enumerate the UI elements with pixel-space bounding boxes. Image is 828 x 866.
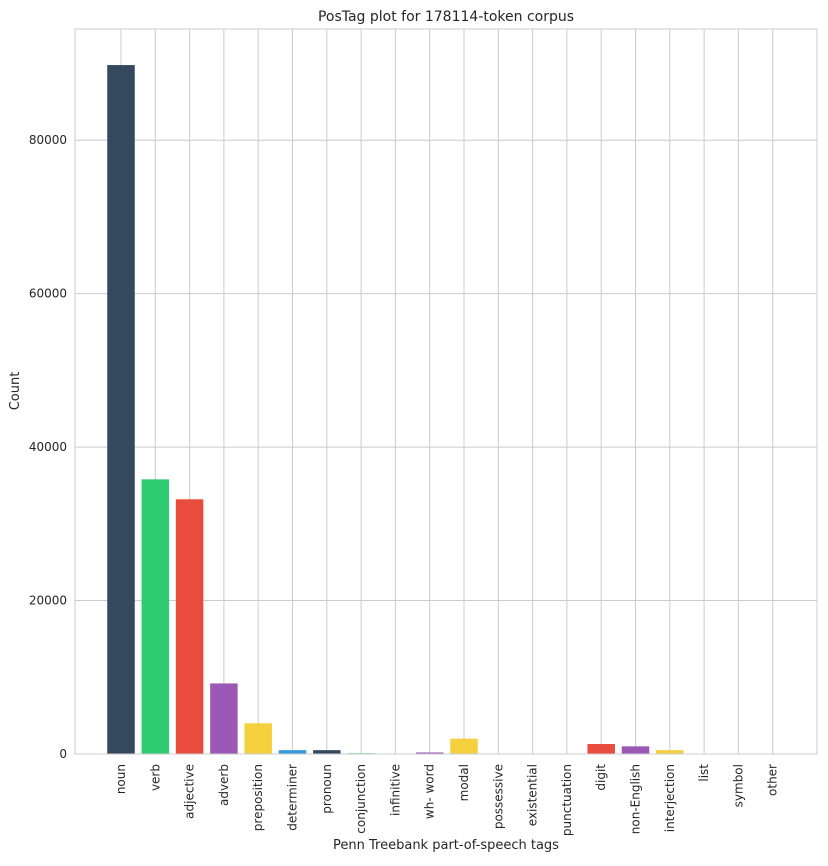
bar-non-english: [622, 746, 650, 754]
bar-pronoun: [313, 750, 341, 754]
y-tick-label: 80000: [29, 133, 67, 147]
bar-modal: [450, 739, 478, 754]
x-tick-label: list: [697, 764, 711, 782]
y-tick-label: 0: [59, 747, 67, 761]
x-tick-label: verb: [148, 764, 162, 791]
x-tick-label: existential: [526, 764, 540, 826]
x-tick-label: other: [766, 764, 780, 796]
x-tick-labels: noun verb adjective adverb preposition determ…: [114, 764, 780, 836]
y-tick-labels: 0 20000 40000 60000 80000: [29, 133, 67, 761]
x-tick-label: conjunction: [354, 764, 368, 834]
x-tick-label: wh- word: [423, 764, 437, 819]
x-tick-label: infinitive: [388, 764, 402, 816]
bar-adverb: [210, 683, 238, 754]
x-tick-label: possessive: [491, 764, 505, 829]
x-tick-label: pronoun: [320, 764, 334, 814]
bar-interjection: [656, 750, 684, 754]
bar-adjective: [176, 499, 204, 754]
y-axis-label: Count: [8, 372, 23, 411]
bar-noun: [107, 65, 135, 754]
y-tick-label: 60000: [29, 287, 67, 301]
x-tick-label: noun: [114, 764, 128, 794]
x-tick-label: punctuation: [560, 764, 574, 836]
x-tick-label: non-English: [629, 764, 643, 834]
x-axis-label: Penn Treebank part-of-speech tags: [333, 838, 559, 853]
bar-preposition: [244, 723, 272, 754]
x-tick-label: determiner: [286, 764, 300, 831]
bar-verb: [142, 479, 170, 754]
bar-determiner: [279, 750, 307, 754]
chart-title: PosTag plot for 178114-token corpus: [318, 9, 574, 25]
x-tick-label: preposition: [251, 764, 265, 831]
x-tick-label: adjective: [183, 764, 197, 819]
x-tick-label: symbol: [731, 764, 745, 807]
x-tick-label: interjection: [663, 764, 677, 832]
x-tick-label: modal: [457, 764, 471, 801]
x-tick-label: digit: [594, 764, 608, 791]
bar-digit: [587, 744, 615, 754]
x-tick-label: adverb: [217, 764, 231, 806]
y-tick-label: 20000: [29, 594, 67, 608]
y-tick-label: 40000: [29, 440, 67, 454]
